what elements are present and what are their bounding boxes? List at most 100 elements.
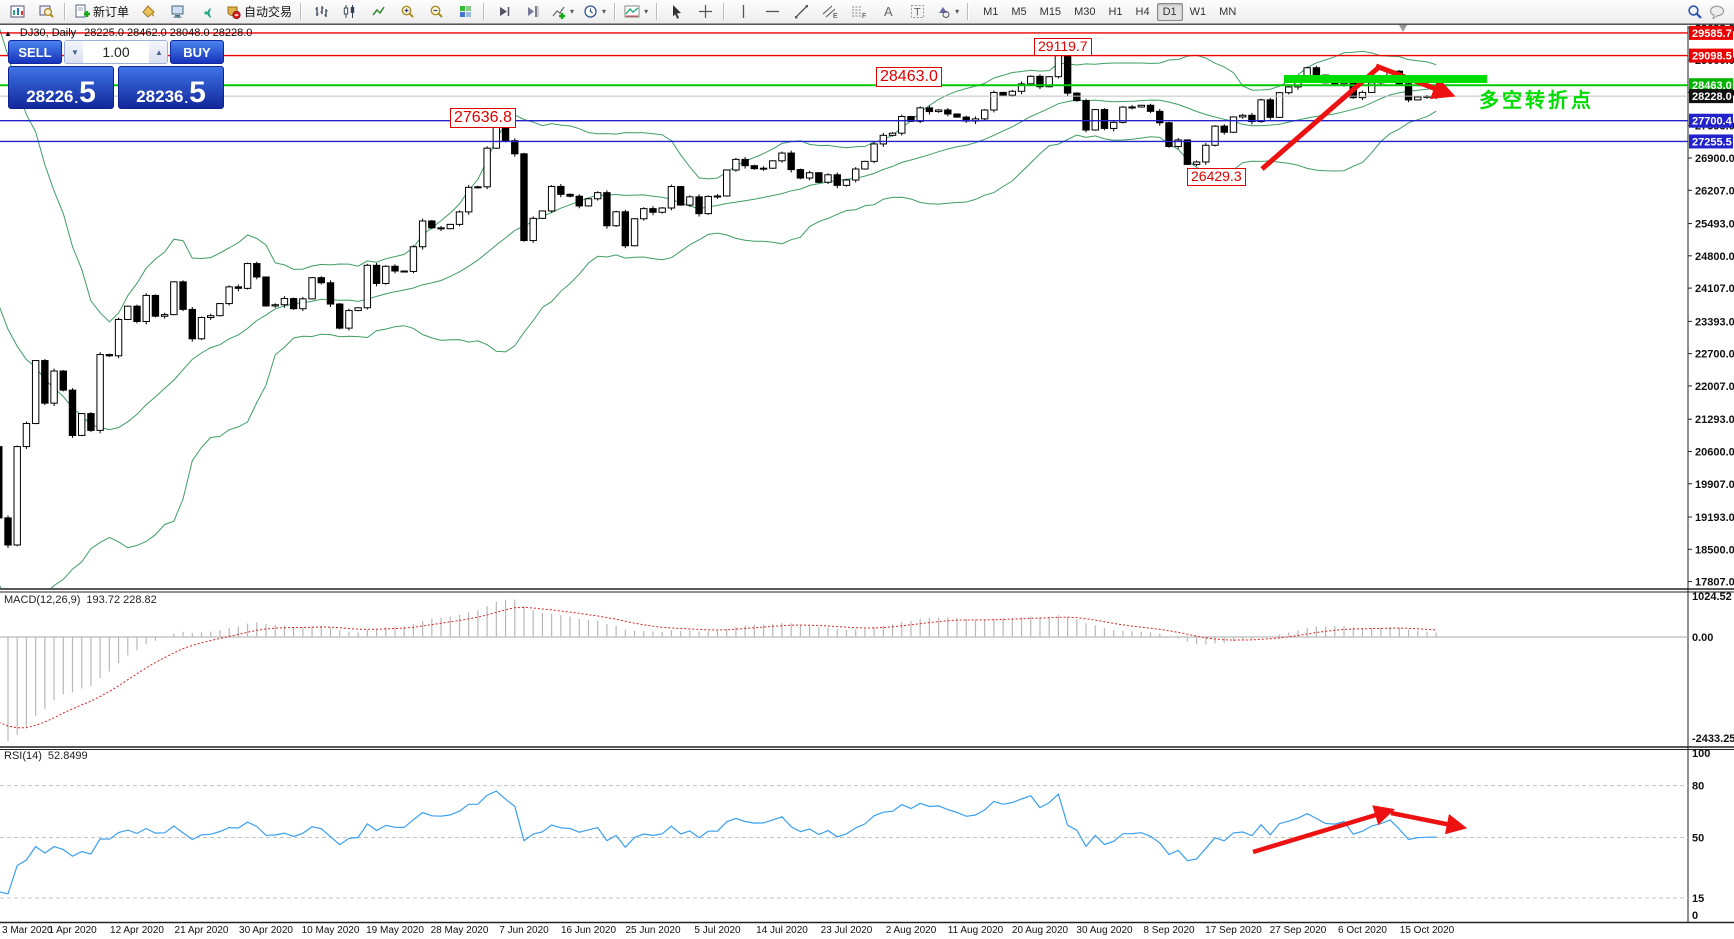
timeframe-h1[interactable]: H1 xyxy=(1108,5,1123,18)
timeframe-mn[interactable]: MN xyxy=(1219,5,1237,18)
pane-separator[interactable] xyxy=(0,588,1734,593)
svg-text:1024.52: 1024.52 xyxy=(1692,591,1732,603)
price-badge: 27255.5 xyxy=(1689,134,1733,149)
shapes-tool-button[interactable] xyxy=(932,1,963,23)
date-label: 1 Apr 2020 xyxy=(48,925,97,936)
signals-button[interactable] xyxy=(192,1,220,23)
buy-price-pip: 5 xyxy=(189,76,206,109)
price-annotation-label[interactable]: 29119.7 xyxy=(1034,38,1092,56)
line-chart-type-button[interactable] xyxy=(364,1,392,23)
zoom-in-icon xyxy=(400,4,415,19)
trendline-tool-button[interactable] xyxy=(787,1,815,23)
equidistant-channel-tool-button[interactable]: E xyxy=(816,1,844,23)
autotrade-button[interactable]: 自动交易 xyxy=(221,1,296,23)
vertical-line-tool-button[interactable] xyxy=(729,1,757,23)
timeframe-w1[interactable]: W1 xyxy=(1189,5,1207,18)
date-label: 23 Jul 2020 xyxy=(820,925,873,936)
toolbar-separator xyxy=(614,3,617,20)
text-tool-button[interactable]: A xyxy=(874,1,902,23)
price-annotation-label[interactable]: 26429.3 xyxy=(1187,168,1246,186)
date-axis[interactable]: 3 Mar 2020 1 Apr 2020 12 Apr 2020 21 Apr 20… xyxy=(0,924,1688,939)
cursor-tool-button[interactable] xyxy=(662,1,690,23)
timeframe-m30[interactable]: M30 xyxy=(1074,5,1096,18)
timeframe-m15[interactable]: M15 xyxy=(1039,5,1062,18)
shapes-icon xyxy=(936,4,951,19)
chart-symbol-title: DJ30, Daily xyxy=(19,27,77,39)
price-axis[interactable]: 29693.029000.028307.027593.026900.026207… xyxy=(1688,23,1734,589)
price-annotation-label[interactable]: 27636.8 xyxy=(450,108,516,128)
timeframe-h4[interactable]: H4 xyxy=(1135,5,1150,18)
svg-text:21293.0: 21293.0 xyxy=(1695,414,1734,426)
volume-increase-button[interactable]: ▲ xyxy=(149,41,167,63)
svg-text:18500.0: 18500.0 xyxy=(1695,544,1734,556)
buy-price-main: 28236 xyxy=(136,87,184,106)
svg-text:E: E xyxy=(833,13,838,19)
sell-price-button[interactable]: 28226. 5 xyxy=(8,66,114,109)
svg-text:27255.5: 27255.5 xyxy=(1692,136,1732,148)
svg-text:A: A xyxy=(884,4,893,19)
text-icon: A xyxy=(882,4,895,19)
bar-chart-type-button[interactable] xyxy=(306,1,334,23)
periods-button[interactable] xyxy=(579,1,610,23)
signal-icon xyxy=(199,4,214,19)
date-label: 7 Jun 2020 xyxy=(499,925,549,936)
text-label-tool-button[interactable]: T xyxy=(903,1,931,23)
styles-button[interactable] xyxy=(134,1,162,23)
date-label: 15 Oct 2020 xyxy=(1399,925,1455,936)
svg-text:25493.0: 25493.0 xyxy=(1695,219,1734,231)
charts-window-button[interactable] xyxy=(3,1,31,23)
zoom-in-button[interactable] xyxy=(393,1,421,23)
level-lines[interactable]: 29585.7 29098.5 28463.0 28228.0 27700.4 27255… xyxy=(0,25,1733,149)
auto-scroll-button[interactable] xyxy=(489,1,517,23)
buy-price-button[interactable]: 28236. 5 xyxy=(118,66,224,109)
candlestick-chart-type-button[interactable] xyxy=(335,1,363,23)
auto-scroll-icon xyxy=(496,4,511,19)
add-indicator-icon xyxy=(551,4,566,19)
fibonacci-icon: F xyxy=(851,4,867,19)
buy-button[interactable]: BUY xyxy=(170,40,224,64)
macd-values: 193.72 228.82 xyxy=(86,594,157,606)
chart-profile-button[interactable] xyxy=(620,1,652,23)
tile-windows-button[interactable] xyxy=(451,1,479,23)
market-watch-button[interactable] xyxy=(32,1,60,23)
svg-text:29585.7: 29585.7 xyxy=(1692,28,1732,40)
volume-decrease-button[interactable]: ▼ xyxy=(65,41,83,63)
svg-text:15: 15 xyxy=(1692,893,1704,905)
vertical-line-icon xyxy=(737,4,750,19)
new-order-button[interactable]: 新订单 xyxy=(70,1,133,23)
indicators-button[interactable] xyxy=(547,1,578,23)
new-order-label: 新订单 xyxy=(93,5,130,19)
timeframe-d1[interactable]: D1 xyxy=(1156,2,1183,21)
magnifier-window-icon xyxy=(39,4,54,19)
crosshair-tool-button[interactable] xyxy=(691,1,719,23)
chart-shift-button[interactable] xyxy=(518,1,546,23)
date-label: 14 Jul 2020 xyxy=(756,925,808,936)
price-badge: 29585.7 xyxy=(1689,25,1733,40)
fibonacci-tool-button[interactable]: F xyxy=(845,1,873,23)
chart-shift-marker[interactable] xyxy=(1399,25,1407,32)
rsi-label-row: RSI(14) 52.8499 xyxy=(4,750,88,762)
collapse-subwindow-icon[interactable]: ▲ xyxy=(4,28,12,38)
pane-separator[interactable] xyxy=(0,746,1734,750)
search-icon[interactable] xyxy=(1687,4,1703,20)
date-label: 30 Apr 2020 xyxy=(239,925,293,936)
date-label: 2 Aug 2020 xyxy=(885,925,937,936)
zoom-out-button[interactable] xyxy=(422,1,450,23)
turning-point-annotation[interactable]: 多空转折点 xyxy=(1479,90,1594,112)
green-resistance-bar[interactable] xyxy=(1284,75,1487,83)
svg-text:80: 80 xyxy=(1692,781,1704,793)
volume-input[interactable] xyxy=(83,41,149,63)
terminal-button[interactable] xyxy=(163,1,191,23)
horizontal-line-tool-button[interactable] xyxy=(758,1,786,23)
toolbar: 新订单 自动交易 E F A T M1 M5 M15 M30 H1 H4 D1 W1 MN xyxy=(0,0,1734,24)
chat-icon[interactable] xyxy=(1709,4,1727,20)
svg-text:0.00: 0.00 xyxy=(1692,632,1713,644)
timeframe-m5[interactable]: M5 xyxy=(1011,5,1027,18)
rsi-arrows[interactable] xyxy=(1252,805,1468,855)
sell-button[interactable]: SELL xyxy=(8,40,62,64)
svg-text:T: T xyxy=(914,7,921,19)
timeframe-m1[interactable]: M1 xyxy=(983,5,999,18)
price-annotation-label[interactable]: 28463.0 xyxy=(876,67,942,87)
svg-text:22700.0: 22700.0 xyxy=(1695,349,1734,361)
